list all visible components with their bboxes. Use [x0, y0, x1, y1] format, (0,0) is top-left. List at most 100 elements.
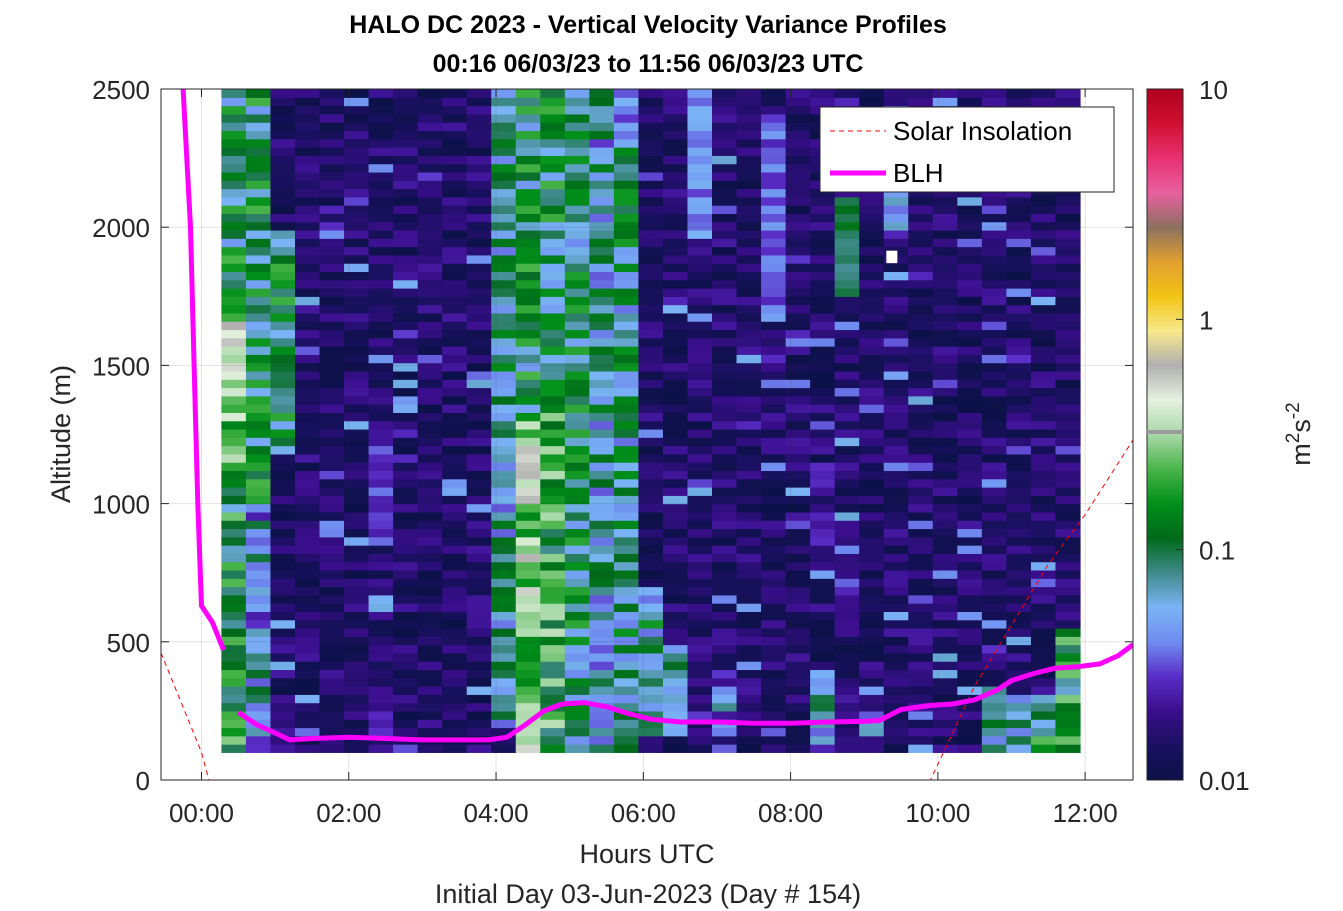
- heatmap-cell: [662, 171, 689, 181]
- heatmap-cell: [442, 677, 468, 687]
- heatmap-cell: [466, 677, 492, 687]
- heatmap-cell: [1006, 445, 1032, 455]
- heatmap-cell: [687, 296, 713, 306]
- heatmap-cell: [687, 536, 713, 546]
- heatmap-cell: [834, 735, 860, 745]
- heatmap-cell: [932, 611, 958, 621]
- heatmap-cell: [736, 370, 762, 380]
- heatmap-cell: [638, 627, 664, 637]
- heatmap-cell: [221, 727, 247, 737]
- heatmap-cell: [344, 412, 370, 422]
- heatmap-cell: [294, 387, 321, 397]
- heatmap-cell: [466, 503, 492, 513]
- heatmap-cell: [1055, 246, 1081, 256]
- heatmap-cell: [589, 362, 615, 372]
- heatmap-cell: [859, 362, 885, 372]
- heatmap-cell: [859, 652, 885, 662]
- heatmap-cell: [638, 329, 664, 339]
- heatmap-cell: [270, 246, 296, 256]
- heatmap-cell: [1055, 495, 1081, 505]
- heatmap-cell: [1055, 561, 1081, 571]
- heatmap-cell: [957, 719, 983, 729]
- heatmap-cell: [785, 229, 811, 239]
- heatmap-cell: [687, 553, 713, 563]
- heatmap-cell: [344, 428, 370, 438]
- heatmap-cell: [981, 296, 1007, 306]
- heatmap-cell: [662, 346, 689, 355]
- heatmap-cell: [1030, 296, 1057, 306]
- heatmap-cell: [344, 171, 370, 181]
- heatmap-cell: [344, 113, 370, 123]
- heatmap-cell: [957, 478, 983, 488]
- heatmap-cell: [932, 437, 958, 447]
- heatmap-cell: [393, 362, 419, 372]
- heatmap-cell: [515, 130, 541, 140]
- heatmap-cell: [736, 254, 762, 264]
- heatmap-cell: [564, 213, 590, 223]
- heatmap-cell: [564, 744, 590, 753]
- colorbar-frame: [1146, 88, 1184, 781]
- colorbar-tick-label: 0.1: [1199, 536, 1235, 566]
- heatmap-cell: [319, 710, 345, 720]
- heatmap-cell: [810, 238, 836, 248]
- heatmap-cell: [221, 619, 247, 629]
- heatmap-cell: [883, 470, 909, 480]
- heatmap-cell: [736, 321, 762, 331]
- heatmap-cell: [1030, 520, 1057, 530]
- heatmap-cell: [687, 569, 713, 579]
- heatmap-cell: [932, 279, 958, 289]
- heatmap-cell: [712, 644, 738, 654]
- heatmap-cell: [245, 279, 272, 289]
- heatmap-cell: [221, 180, 247, 190]
- heatmap-cell: [932, 495, 958, 505]
- heatmap-cell: [294, 528, 321, 538]
- heatmap-cell: [466, 362, 492, 372]
- heatmap-cell: [932, 188, 958, 198]
- heatmap-cell: [221, 536, 247, 546]
- heatmap-cell: [515, 105, 541, 115]
- heatmap-cell: [564, 395, 590, 405]
- heatmap-cell: [393, 138, 419, 148]
- heatmap-cell: [393, 171, 419, 181]
- heatmap-cell: [1055, 603, 1081, 612]
- heatmap-cell: [908, 603, 934, 612]
- heatmap-cell: [540, 578, 566, 588]
- heatmap-cell: [319, 503, 345, 513]
- heatmap-cell: [368, 221, 394, 231]
- heatmap-cell: [442, 686, 468, 695]
- heatmap-cell: [515, 329, 541, 339]
- heatmap-cell: [1030, 636, 1057, 646]
- heatmap-cell: [466, 478, 492, 488]
- heatmap-cell: [932, 97, 958, 107]
- heatmap-cell: [883, 536, 909, 546]
- heatmap-cell: [761, 603, 787, 612]
- heatmap-cell: [589, 229, 615, 239]
- heatmap-cell: [883, 89, 909, 98]
- heatmap-cell: [834, 536, 860, 546]
- heatmap-cell: [540, 627, 566, 637]
- heatmap-cell: [393, 246, 419, 256]
- heatmap-cell: [859, 213, 885, 223]
- heatmap-cell: [687, 578, 713, 588]
- heatmap-cell: [466, 470, 492, 480]
- heatmap-cell: [761, 437, 787, 447]
- heatmap-cell: [466, 163, 492, 173]
- heatmap-cell: [393, 727, 419, 737]
- heatmap-cell: [908, 636, 934, 646]
- heatmap-cell: [834, 627, 860, 637]
- heatmap-cell: [245, 445, 272, 455]
- heatmap-cell: [221, 735, 247, 745]
- heatmap-cell: [859, 710, 885, 720]
- heatmap-cell: [491, 113, 517, 123]
- heatmap-cell: [466, 288, 492, 297]
- heatmap-cell: [540, 188, 566, 198]
- heatmap-cell: [761, 561, 787, 571]
- heatmap-cell: [932, 594, 958, 604]
- heatmap-cell: [638, 619, 664, 629]
- heatmap-cell: [515, 229, 541, 239]
- heatmap-cell: [540, 155, 566, 165]
- heatmap-cell: [442, 710, 468, 720]
- heatmap-cell: [785, 520, 811, 530]
- heatmap-cell: [687, 271, 713, 281]
- heatmap-cell: [834, 395, 860, 405]
